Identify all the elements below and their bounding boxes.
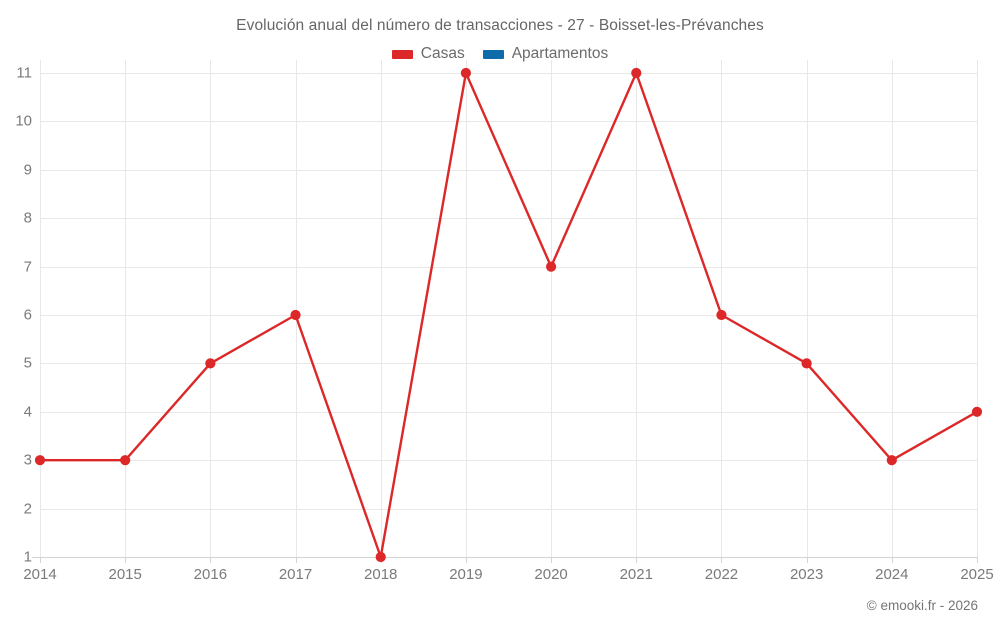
x-axis-tick-label: 2016 <box>193 566 228 583</box>
y-axis-tick-label: 8 <box>23 209 32 227</box>
data-series-group <box>34 67 983 563</box>
y-axis-tick-label: 6 <box>23 306 32 324</box>
chart-title: Evolución anual del número de transaccio… <box>236 17 764 34</box>
data-point[interactable] <box>971 406 983 417</box>
x-axis-tick-label: 2025 <box>960 566 994 583</box>
series-line-casas <box>38 71 979 559</box>
y-axis-tick-label: 9 <box>23 161 32 179</box>
x-axis-tick-label: 2019 <box>449 566 483 583</box>
data-point[interactable] <box>801 358 812 369</box>
x-axis-tick-label: 2023 <box>789 566 824 583</box>
data-point[interactable] <box>205 358 216 369</box>
data-point[interactable] <box>290 309 301 321</box>
data-point[interactable] <box>375 551 386 563</box>
y-axis-tick-label: 10 <box>15 112 32 130</box>
data-point[interactable] <box>716 309 727 321</box>
horizontal-gridlines <box>40 73 978 558</box>
x-axis-tick-label: 2020 <box>534 566 568 583</box>
x-tick-marks <box>40 557 978 563</box>
x-axis-tick-label: 2024 <box>875 566 909 583</box>
y-axis-tick-label: 11 <box>16 64 32 82</box>
legend-item-casas[interactable]: Casas <box>391 45 465 63</box>
y-axis-tick-label: 2 <box>23 500 32 518</box>
chart-legend: Casas Apartamentos <box>0 45 1000 63</box>
legend-label-apartamentos: Apartamentos <box>511 45 609 62</box>
x-axis-tick-label: 2017 <box>278 566 313 583</box>
plot-svg <box>32 60 983 563</box>
data-point[interactable] <box>120 455 131 466</box>
legend-swatch-icon-apartamentos <box>482 49 504 59</box>
x-axis-tick-label: 2022 <box>704 566 739 583</box>
data-point[interactable] <box>460 67 472 79</box>
y-axis-tick-label: 4 <box>23 403 32 421</box>
plot-area <box>32 60 983 563</box>
copyright-footer: © emooki.fr - 2026 <box>866 598 978 613</box>
y-axis-tick-label: 5 <box>23 354 32 372</box>
legend-item-apartamentos[interactable]: Apartamentos <box>482 45 609 63</box>
legend-label-casas: Casas <box>420 45 465 62</box>
vertical-gridlines <box>40 60 978 557</box>
x-axis-tick-label: 2021 <box>619 566 653 583</box>
x-axis-tick-label: 2014 <box>23 566 57 583</box>
y-axis-tick-label: 1 <box>23 548 32 566</box>
x-axis-tick-label: 2018 <box>364 566 398 583</box>
data-point[interactable] <box>886 455 897 466</box>
y-axis-tick-label: 7 <box>23 258 32 276</box>
x-axis-tick-label: 2015 <box>108 566 142 583</box>
data-point[interactable] <box>34 455 46 466</box>
legend-swatch-icon-casas <box>391 49 413 59</box>
y-axis-tick-label: 3 <box>23 451 32 469</box>
data-point[interactable] <box>631 67 642 79</box>
data-point[interactable] <box>545 261 557 272</box>
